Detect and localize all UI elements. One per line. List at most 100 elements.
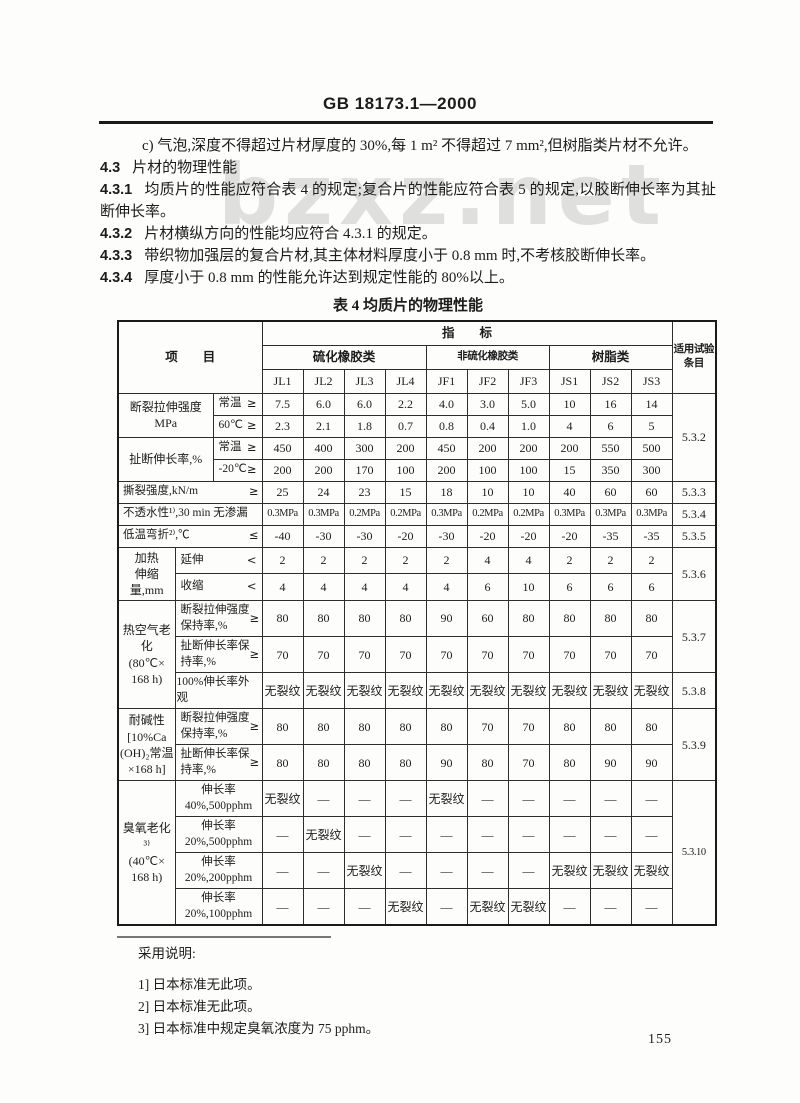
table-row: 100%伸长率外观无裂纹 无裂纹 无裂纹 无裂纹 无裂纹 无裂纹 无裂纹 无裂纹 无裂纹 无裂纹 5…	[118, 672, 717, 710]
table-cell: 无裂纹	[302, 672, 345, 710]
clause-paragraph: 4.3 片材的物理性能	[100, 160, 238, 176]
test-clause-ref: 5.3.8	[671, 672, 717, 710]
table-cell: —	[384, 852, 427, 890]
table-cell: 70	[507, 744, 550, 782]
table-cell: —	[302, 888, 345, 926]
table-cell: 500	[630, 436, 673, 460]
row-label: 断裂拉伸强度 保持率,% ≥	[174, 600, 263, 638]
table-row: 臭氧老化³⁾ (40℃× 168 h) 伸长率 40%,500pphm 无裂纹 — — — 无裂纹…	[117, 780, 717, 926]
row-label: 断裂拉伸强度 保持率,% ≥	[174, 708, 263, 746]
row-label: 常温 ≥	[212, 392, 263, 416]
table-cell: 18	[425, 480, 468, 504]
table-cell: 2.3	[261, 414, 304, 438]
grade-header: JS3	[630, 368, 673, 394]
test-clause-ref: 5.3.3	[671, 480, 717, 504]
table-cell: —	[343, 780, 386, 818]
table-cell: 80	[384, 600, 427, 638]
row-label-text: 常温	[218, 441, 242, 454]
table-cell: —	[384, 780, 427, 818]
table-cell: 70	[466, 636, 509, 674]
table-cell: 无裂纹	[343, 852, 386, 890]
comparison-symbol: ≥	[249, 754, 260, 769]
table-cell: 14	[630, 392, 673, 416]
table-cell: 3.0	[466, 392, 509, 416]
table-row: 加热 伸缩量,mm 延伸 <2 2 2 2 2 4 4 2 2 2 5.3.6	[117, 546, 717, 602]
footnote: 2] 日本标准无此项。	[138, 999, 261, 1015]
table-cell: 4	[384, 573, 427, 602]
table-row: 伸长率 20%,200pphm — — 无裂纹 — — — — 无裂纹 无裂纹 无裂纹	[118, 852, 716, 890]
row-label: 伸长率 40%,500pphm	[174, 780, 263, 818]
table-cell: 0.2MPa	[384, 502, 427, 526]
table-cell: 70	[302, 636, 345, 674]
table-cell: 80	[384, 744, 427, 782]
table-cell: 0.3MPa	[548, 502, 591, 526]
table-cell: 80	[261, 744, 304, 782]
table-cell: 80	[302, 744, 345, 782]
row-label-text: 常温	[218, 397, 242, 410]
table-body: 断裂拉伸强度 MPa 常温 ≥7.5 6.0 6.0 2.2 4.0 3.0 5.0 10 16 14 5…	[117, 392, 717, 926]
row-label: 热空气老化 (80℃× 168 h)	[117, 600, 176, 710]
table-cell: 70	[507, 636, 550, 674]
row-label: 100%伸长率外观	[174, 672, 263, 710]
row-label-text: 断裂拉伸强度 保持率,%	[180, 604, 250, 632]
table-row: 收缩 <4 4 4 4 4 6 10 6 6 6	[118, 573, 716, 602]
table-cell: 70	[261, 636, 304, 674]
table-cell: —	[548, 888, 591, 926]
table-cell: 200	[425, 458, 468, 482]
comparison-symbol: ≥	[246, 418, 257, 433]
row-label: 断裂拉伸强度 MPa	[117, 392, 214, 438]
table-cell: 0.7	[384, 414, 427, 438]
table-cell: 80	[425, 708, 468, 746]
properties-table: 项 目指 标适用试验 条目 硫化橡胶类 非硫化橡胶类 树脂类 JL1 JL2 JL3 JL4 JF…	[117, 320, 718, 927]
table-cell: 1.8	[343, 414, 386, 438]
table-cell: 80	[261, 708, 304, 746]
table-cell: 25	[261, 480, 304, 504]
row-label: 延伸 <	[174, 546, 263, 575]
grade-header: JL4	[384, 368, 427, 394]
table-cell: 2	[343, 546, 386, 575]
table-cell: 2	[261, 546, 304, 575]
table-cell: 6.0	[343, 392, 386, 416]
table-cell: 24	[302, 480, 345, 504]
table-cell: 350	[589, 458, 632, 482]
row-label-text: 收缩	[180, 580, 204, 593]
clause-paragraph: c) 气泡,深度不得超过片材厚度的 30%,每 1 m² 不得超过 7 mm²,…	[142, 138, 698, 154]
clause-number: 4.3.1	[100, 182, 133, 198]
table-cell: 80	[630, 600, 673, 638]
row-label: 常温 ≥	[212, 436, 263, 460]
table-cell: 70	[384, 636, 427, 674]
comparison-symbol: ≥	[246, 440, 257, 455]
table-cell: 90	[589, 744, 632, 782]
table-cell: 0.3MPa	[630, 502, 673, 526]
table-cell: 2	[302, 546, 345, 575]
table-cell: -35	[589, 524, 632, 548]
col-header-item: 项 目	[117, 320, 263, 394]
table-cell: —	[261, 816, 304, 854]
table-cell: 2	[630, 546, 673, 575]
table-cell: 60	[466, 600, 509, 638]
table-cell: 无裂纹	[589, 672, 632, 710]
row-label-text: 60℃	[218, 419, 243, 432]
table-cell: 2	[425, 546, 468, 575]
table-cell: —	[425, 888, 468, 926]
table-cell: 2.2	[384, 392, 427, 416]
table-cell: 无裂纹	[261, 672, 304, 710]
table-cell: 6	[466, 573, 509, 602]
row-label: 不透水性¹⁾,30 min 无渗漏	[117, 502, 263, 526]
table-cell: 0.4	[466, 414, 509, 438]
table-row: 扯断伸长率保 持率,% ≥80 80 80 80 90 80 70 80 90 90	[118, 744, 716, 782]
grade-header: JS2	[589, 368, 632, 394]
table-row: 扯断伸长率,% 常温 ≥450 400 300 200 450 200 200 200 550 500	[117, 436, 716, 482]
col-group-header: 硫化橡胶类	[261, 344, 427, 370]
table-cell: 550	[589, 436, 632, 460]
table-cell: 无裂纹	[261, 780, 304, 818]
table-cell: —	[302, 780, 345, 818]
grade-header: JF2	[466, 368, 509, 394]
table-cell: —	[589, 888, 632, 926]
table-cell: 无裂纹	[548, 672, 591, 710]
table-cell: 无裂纹	[548, 852, 591, 890]
page-content: c) 气泡,深度不得超过片材厚度的 30%,每 1 m² 不得超过 7 mm²,…	[100, 135, 718, 1040]
table-row: 不透水性¹⁾,30 min 无渗漏 0.3MPa 0.3MPa 0.2MPa 0.2MP…	[117, 502, 717, 526]
table-cell: 4	[507, 546, 550, 575]
row-label: 收缩 <	[174, 573, 263, 602]
